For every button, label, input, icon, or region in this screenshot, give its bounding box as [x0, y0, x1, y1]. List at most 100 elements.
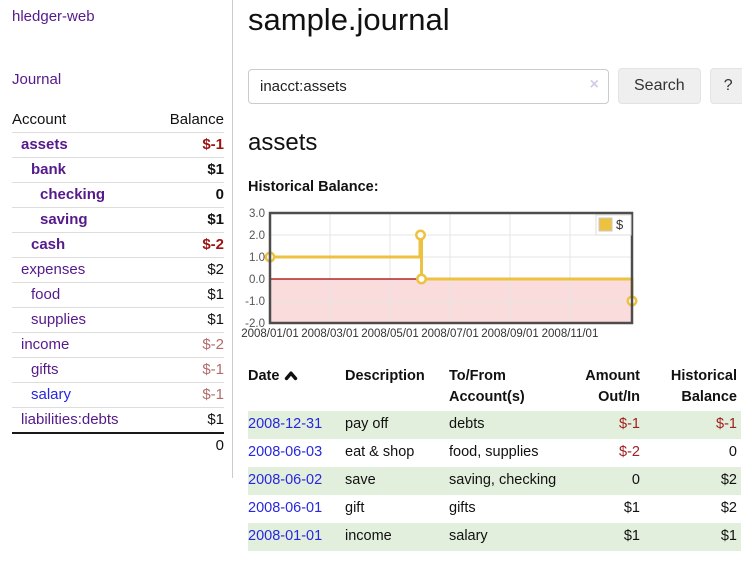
transaction-date-link[interactable]: 2008-06-01: [248, 500, 323, 516]
transaction-row: 2008-06-03 eat & shop food, supplies $-2…: [248, 439, 741, 467]
account-balance: $-1: [152, 357, 224, 383]
legend-swatch: [598, 217, 613, 232]
account-link-food[interactable]: food: [31, 286, 61, 303]
transaction-description: pay off: [345, 416, 389, 432]
account-balance: $1: [152, 282, 224, 308]
account-row: food $1: [12, 282, 224, 308]
transaction-description: save: [345, 472, 376, 488]
transaction-row: 2008-06-02 save saving, checking 0 $2: [248, 467, 741, 495]
account-row: liabilities:debts $1: [12, 407, 224, 434]
account-balance: 0: [152, 182, 224, 208]
account-heading: assets: [248, 129, 318, 156]
account-balance: $1: [152, 207, 224, 233]
account-row: income $-2: [12, 332, 224, 358]
account-balance: $-1: [152, 132, 224, 158]
account-row: cash $-2: [12, 232, 224, 258]
y-tick: -1.0: [245, 296, 265, 308]
brand-link[interactable]: hledger-web: [12, 8, 95, 25]
account-link-cash[interactable]: cash: [31, 236, 66, 253]
account-row: checking 0: [12, 182, 224, 208]
account-row: gifts $-1: [12, 357, 224, 383]
plot-border: [268, 211, 634, 325]
register-header-amount: Amount Out/In: [585, 368, 640, 405]
chart-legend: $: [595, 214, 632, 236]
account-row: supplies $1: [12, 307, 224, 333]
transaction-amount: 0: [631, 472, 640, 488]
transaction-balance: $-1: [716, 416, 737, 432]
account-link-salary[interactable]: salary: [31, 386, 72, 403]
transaction-balance: 0: [728, 444, 737, 460]
x-tick: 2008/07/01: [421, 328, 479, 340]
search-input[interactable]: [248, 69, 609, 104]
y-tick: 3.0: [249, 208, 265, 220]
sort-ascending-icon: [284, 369, 298, 385]
transaction-description: gift: [345, 500, 365, 516]
transaction-accounts: saving, checking: [449, 472, 557, 488]
account-link-bank[interactable]: bank: [31, 161, 67, 178]
x-tick: 2008/01/01: [241, 328, 299, 340]
transaction-date-link[interactable]: 2008-12-31: [248, 416, 323, 432]
transaction-date-link[interactable]: 2008-01-01: [248, 528, 323, 544]
transaction-row: 2008-01-01 income salary $1 $1: [248, 523, 741, 551]
account-row: salary $-1: [12, 382, 224, 408]
accounts-header-row: Account Balance: [12, 108, 224, 133]
account-link-liabilities-debts[interactable]: liabilities:debts: [21, 411, 119, 428]
y-tick: 0.0: [249, 274, 265, 286]
legend-label: $: [616, 217, 624, 232]
accounts-total: 0: [152, 432, 224, 458]
transaction-accounts: salary: [449, 528, 488, 544]
account-row: bank $1: [12, 157, 224, 183]
account-link-supplies[interactable]: supplies: [31, 311, 87, 328]
transaction-amount: $-2: [619, 444, 640, 460]
accounts-header-account: Account: [12, 108, 153, 133]
transaction-balance: $2: [720, 472, 737, 488]
transaction-balance: $1: [720, 528, 737, 544]
account-link-assets[interactable]: assets: [21, 136, 68, 153]
account-balance: $-2: [152, 232, 224, 258]
register-header-description: Description: [345, 368, 425, 384]
page-title: sample.journal: [248, 2, 450, 37]
transaction-accounts: gifts: [449, 500, 476, 516]
chart-svg: $ 3.0 2.0 1.0 0.0 -1.0 -2.0 2008/01/01 2…: [241, 208, 638, 340]
register-header-date[interactable]: Date: [248, 364, 345, 411]
account-link-checking[interactable]: checking: [40, 186, 106, 203]
x-tick: 2008/09/01: [481, 328, 539, 340]
data-point-marker: [415, 229, 426, 241]
account-link-income[interactable]: income: [21, 336, 70, 353]
help-button[interactable]: ?: [709, 68, 742, 104]
account-balance: $-2: [152, 332, 224, 358]
register-header-balance: Historical Balance: [670, 368, 737, 405]
x-tick: 2008/11/01: [542, 328, 599, 340]
account-link-gifts[interactable]: gifts: [31, 361, 59, 378]
search-button[interactable]: Search: [618, 68, 701, 104]
accounts-header-balance: Balance: [152, 108, 224, 133]
transaction-balance: $2: [720, 500, 737, 516]
register-header-accounts: To/From Account(s): [449, 368, 525, 405]
transaction-accounts: debts: [449, 416, 485, 432]
account-row: expenses $2: [12, 257, 224, 283]
transaction-row: 2008-06-01 gift gifts $1 $2: [248, 495, 741, 523]
historical-balance-chart: $ 3.0 2.0 1.0 0.0 -1.0 -2.0 2008/01/01 2…: [241, 203, 742, 343]
clear-search-icon[interactable]: ×: [589, 76, 599, 93]
transaction-description: income: [345, 528, 392, 544]
sidebar: hledger-web Journal Account Balance asse…: [0, 0, 233, 478]
register-table: Date Description To/From Account(s) Amou…: [248, 364, 741, 551]
register-header-row: Date Description To/From Account(s) Amou…: [248, 364, 741, 411]
transaction-date-link[interactable]: 2008-06-03: [248, 444, 323, 460]
transaction-accounts: food, supplies: [449, 444, 539, 460]
sidebar-item-journal[interactable]: Journal: [12, 71, 62, 88]
account-link-saving[interactable]: saving: [40, 211, 88, 228]
y-tick: -2.0: [245, 318, 265, 330]
transaction-row: 2008-12-31 pay off debts $-1 $-1: [248, 411, 741, 439]
transaction-date-link[interactable]: 2008-06-02: [248, 472, 323, 488]
transaction-amount: $1: [623, 528, 640, 544]
account-link-expenses[interactable]: expenses: [21, 261, 86, 278]
y-tick: 1.0: [249, 252, 265, 264]
y-tick: 2.0: [249, 230, 265, 242]
account-row: assets $-1: [12, 132, 224, 158]
account-balance: $1: [152, 307, 224, 333]
chart-title: Historical Balance:: [248, 179, 379, 195]
account-balance: $2: [152, 257, 224, 283]
search-bar: × Search ?: [248, 68, 742, 104]
x-tick: 2008/03/01: [301, 328, 359, 340]
